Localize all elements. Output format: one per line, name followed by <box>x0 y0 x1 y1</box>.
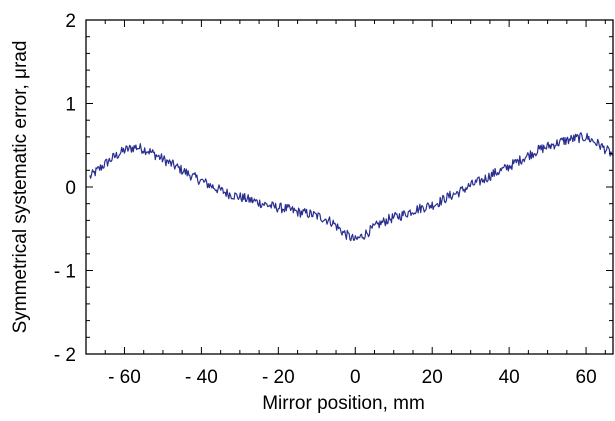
y-tick-label: 1 <box>65 95 76 116</box>
y-tick-labels: - 2 - 1 0 1 2 <box>54 11 76 366</box>
x-tick-label: 60 <box>576 367 597 388</box>
axis-ticks <box>85 19 613 355</box>
y-tick-label: - 2 <box>54 345 76 366</box>
series-line <box>89 132 614 242</box>
y-tick-label: 0 <box>65 178 76 199</box>
y-axis-title: Symmetrical systematic error, μrad <box>10 41 31 334</box>
x-tick-labels: - 60 - 40 - 20 0 20 40 60 <box>108 367 597 388</box>
plot-area <box>85 19 614 355</box>
x-axis-title: Mirror position, mm <box>262 393 425 414</box>
y-tick-label: 2 <box>65 11 76 32</box>
y-tick-label: - 1 <box>54 262 76 283</box>
x-tick-label: - 40 <box>185 367 218 388</box>
x-tick-label: 40 <box>499 367 520 388</box>
x-tick-label: - 60 <box>108 367 141 388</box>
plot-frame <box>85 19 614 355</box>
x-tick-label: 0 <box>350 367 361 388</box>
x-tick-label: - 20 <box>262 367 295 388</box>
x-tick-label: 20 <box>422 367 443 388</box>
